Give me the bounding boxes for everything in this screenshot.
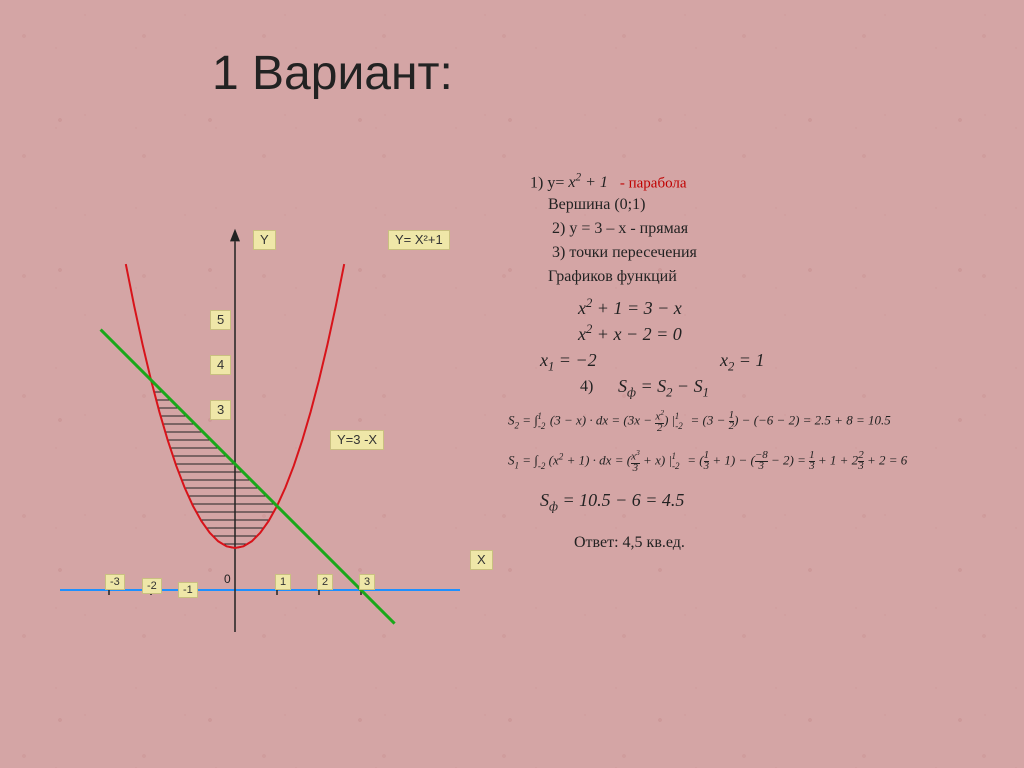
rhs-eq1: x2 + 1 = 3 − x	[578, 296, 682, 319]
label-curve1: Y= X²+1	[388, 230, 450, 250]
label-tick-x1: 1	[275, 572, 291, 590]
label-y-axis: Y	[253, 230, 276, 250]
label-tick-xn1: -1	[178, 580, 198, 598]
label-tick-xn3: -3	[105, 572, 125, 590]
rhs-line5: Графиков функций	[548, 268, 677, 286]
rhs-step4: Sф = S2 − S1	[618, 376, 709, 401]
label-tick-y4: 4	[210, 355, 231, 375]
label-x-axis: X	[470, 550, 493, 570]
label-tick-y5: 5	[210, 310, 231, 330]
rhs-step4-lhs: 4)	[580, 378, 593, 396]
rhs-x2: x2 = 1	[720, 350, 764, 375]
slide-title: 1 Вариант:	[212, 46, 453, 101]
rhs-line1: 1) y= x2 + 1 - парабола	[530, 172, 687, 192]
rhs-s2: S2 = ∫-21(3 − x) · dx = (3x − x22) |-21 …	[508, 410, 891, 433]
label-tick-0: 0	[224, 572, 231, 586]
rhs-sf: Sф = 10.5 − 6 = 4.5	[540, 490, 684, 515]
label-tick-x2: 2	[317, 572, 333, 590]
rhs-s1: S1 = ∫-2 (x2 + 1) · dx = (x33 + x) |-21 …	[508, 450, 907, 473]
rhs-line4: 3) точки пересечения	[552, 244, 697, 262]
label-curve2: Y=3 -X	[330, 430, 384, 450]
rhs-eq2: x2 + x − 2 = 0	[578, 322, 682, 345]
rhs-answer: Ответ: 4,5 кв.ед.	[574, 534, 685, 552]
rhs-line2: Вершина (0;1)	[548, 196, 645, 214]
label-tick-x3: 3	[359, 572, 375, 590]
label-tick-xn2: -2	[142, 576, 162, 594]
rhs-x1: x1 = −2	[540, 350, 597, 375]
rhs-line3: 2) y = 3 – x - прямая	[552, 220, 688, 238]
label-tick-y3: 3	[210, 400, 231, 420]
